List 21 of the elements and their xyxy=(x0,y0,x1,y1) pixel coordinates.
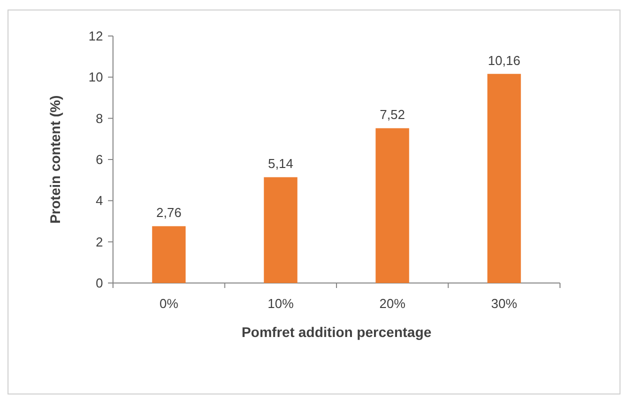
x-tick-label: 30% xyxy=(491,296,518,311)
y-tick-label: 10 xyxy=(88,70,103,85)
data-label: 10,16 xyxy=(488,52,520,68)
bar xyxy=(487,74,521,283)
x-tick-label: 10% xyxy=(268,296,294,311)
x-tick-label: 20% xyxy=(379,296,406,311)
x-axis-title: Pomfret addition percentage xyxy=(242,324,432,340)
y-tick-label: 0 xyxy=(96,276,103,291)
y-axis-title: Protein content (%) xyxy=(47,95,63,224)
y-tick-label: 2 xyxy=(96,234,103,250)
y-tick-label: 12 xyxy=(88,28,103,44)
data-label: 2,76 xyxy=(156,205,182,220)
bar xyxy=(376,128,410,283)
bar xyxy=(152,226,186,283)
y-tick-label: 6 xyxy=(96,152,103,168)
data-label: 5,14 xyxy=(268,156,294,172)
bar xyxy=(264,177,298,283)
x-tick-label: 0% xyxy=(159,296,179,311)
y-tick-label: 8 xyxy=(96,110,103,126)
y-tick-label: 4 xyxy=(96,193,103,208)
data-label: 7,52 xyxy=(380,107,406,122)
